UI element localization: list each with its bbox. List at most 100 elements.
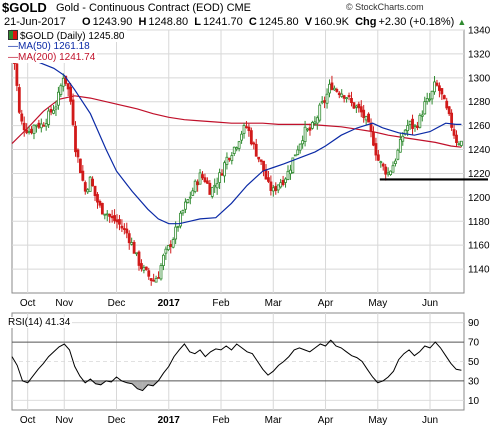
candle-body	[347, 95, 351, 98]
candle-body	[374, 143, 378, 156]
candle-body	[32, 124, 36, 134]
candle-body	[100, 202, 104, 215]
candle-body	[257, 156, 261, 160]
price-x-tick-label: Mar	[265, 298, 283, 309]
candle-body	[442, 95, 446, 100]
candle-body	[164, 248, 168, 254]
rsi-oversold-fill	[142, 380, 148, 391]
candle-body	[115, 219, 119, 223]
rsi-y-tick-label: 50	[468, 357, 480, 368]
price-y-tick-label: 1160	[468, 241, 490, 252]
candle-body	[413, 124, 417, 127]
candle-body	[113, 215, 116, 222]
candle-body	[125, 228, 129, 234]
candle-body	[408, 120, 412, 125]
candle-body	[47, 110, 51, 125]
candle-body	[35, 124, 38, 127]
volume-label: V	[304, 16, 313, 28]
rsi-x-tick-label: Apr	[318, 415, 334, 426]
candle-body	[259, 159, 263, 162]
candle-body	[174, 226, 178, 240]
candle-body	[144, 266, 148, 270]
candle-body	[230, 155, 234, 162]
candle-body	[52, 109, 55, 114]
candle-body	[401, 135, 405, 142]
price-y-tick-label: 1240	[468, 145, 491, 156]
candle-body	[308, 127, 312, 131]
candle-body	[27, 131, 31, 133]
price-x-tick-label: Nov	[55, 298, 73, 309]
candle-body	[249, 130, 253, 145]
candle-body	[296, 149, 300, 155]
price-y-tick-label: 1180	[468, 217, 490, 228]
candle-body	[69, 86, 73, 102]
candle-body	[440, 88, 444, 95]
candle-body	[289, 169, 292, 175]
candle-body	[325, 93, 329, 104]
change-label: Chg	[355, 16, 377, 28]
candle-body	[335, 89, 339, 92]
candle-body	[232, 146, 236, 154]
candle-body	[198, 172, 202, 185]
candle-body	[247, 126, 251, 131]
high-value: 1248.80	[148, 16, 189, 28]
candle-body	[267, 177, 270, 182]
candle-body	[152, 279, 156, 282]
candle-body	[354, 105, 358, 108]
candle-body	[389, 170, 392, 176]
candle-body	[44, 123, 48, 127]
candle-body	[71, 99, 75, 125]
candle-body	[213, 184, 217, 188]
candle-body	[66, 83, 70, 90]
candle-body	[306, 128, 309, 131]
candle-body	[350, 97, 353, 103]
candle-body	[25, 129, 29, 134]
candle-body	[330, 82, 334, 90]
change-up-arrow-icon: ▲	[457, 17, 467, 27]
rsi-y-ticks: 10 30 50 70 90	[468, 318, 480, 407]
candle-body	[210, 187, 214, 197]
candle-body	[57, 91, 60, 106]
candle-body	[293, 154, 297, 157]
rsi-x-tick-label: Nov	[55, 415, 73, 426]
candle-body	[193, 180, 197, 192]
candle-body	[254, 143, 258, 157]
price-y-tick-label: 1260	[468, 121, 491, 132]
price-x-tick-label: Jun	[422, 298, 438, 309]
price-x-ticks: Oct Nov Dec 2017 Feb Mar Apr May Jun	[20, 298, 438, 309]
open-value: 1243.90	[92, 16, 133, 28]
ma200-line	[11, 95, 462, 148]
candle-body	[394, 160, 397, 164]
source-credit: © StockCharts.com	[346, 2, 424, 12]
candle-body	[98, 201, 102, 206]
candle-body	[208, 182, 212, 195]
candle-body	[135, 252, 138, 255]
price-y-tick-label: 1340	[468, 26, 491, 37]
rsi-oversold-fill	[137, 380, 143, 391]
candle-body	[452, 129, 456, 136]
legend-ma50-label: MA(50) 1261.18	[18, 41, 90, 52]
candle-swatch-icon	[8, 30, 18, 40]
ma50-path	[11, 50, 462, 225]
rsi-y-tick-label: 70	[468, 338, 480, 349]
rsi-y-tick-label: 10	[468, 396, 480, 407]
candle-body	[235, 147, 239, 150]
candle-body	[147, 270, 151, 277]
candle-body	[196, 181, 200, 186]
legend-ma200-label: MA(200) 1241.74	[18, 52, 96, 63]
candle-body	[274, 185, 278, 191]
candle-body	[264, 169, 268, 180]
candle-body	[315, 117, 319, 124]
candle-body	[22, 122, 26, 131]
candle-body	[179, 212, 182, 227]
candle-body	[313, 121, 317, 124]
candle-body	[447, 106, 451, 115]
price-x-tick-label: Apr	[318, 298, 334, 309]
candle-body	[137, 251, 141, 266]
candle-body	[37, 122, 41, 128]
legend-ma200: —MA(200) 1241.74	[6, 52, 98, 63]
rsi-oversold-fill	[132, 380, 138, 389]
candle-body	[320, 101, 324, 104]
candle-body	[303, 126, 307, 143]
rsi-x-tick-label: May	[368, 415, 387, 426]
